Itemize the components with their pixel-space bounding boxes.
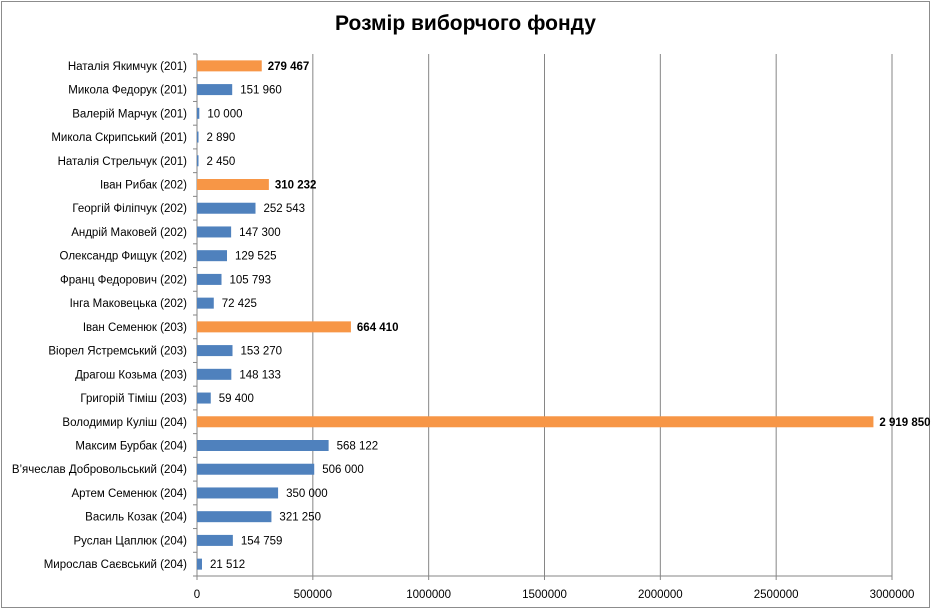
y-tick-label: Микола Скрипський (201) xyxy=(51,132,187,144)
x-tick-label: 0 xyxy=(194,589,200,601)
bar xyxy=(197,345,233,357)
y-tick-label: Володимир Куліш (204) xyxy=(62,417,187,429)
data-label: 2 890 xyxy=(207,132,236,144)
data-label: 153 270 xyxy=(241,346,283,358)
x-tick-label: 1000000 xyxy=(406,589,451,601)
data-label: 2 450 xyxy=(207,156,236,168)
y-tick-label: Валерій Марчук (201) xyxy=(72,108,187,120)
y-tick-label: Віорел Ястремський (203) xyxy=(48,346,187,358)
data-label: 321 250 xyxy=(279,512,321,524)
data-label: 105 793 xyxy=(230,274,272,286)
bar xyxy=(197,273,222,285)
y-tick-label: Василь Козак (204) xyxy=(85,512,187,524)
y-tick-label: Григорій Тіміш (203) xyxy=(80,393,187,405)
bar xyxy=(197,60,262,72)
bar xyxy=(197,297,214,309)
bar xyxy=(197,107,200,119)
y-tick-label: Франц Федорович (202) xyxy=(60,274,187,286)
data-label: 151 960 xyxy=(240,85,282,97)
y-tick-label: Андрій Маковей (202) xyxy=(71,227,187,239)
x-tick-label: 500000 xyxy=(294,589,332,601)
bar xyxy=(197,131,199,143)
bar xyxy=(197,440,329,451)
bar xyxy=(197,155,199,167)
y-tick-label: Микола Федорук (201) xyxy=(68,85,187,97)
data-label: 129 525 xyxy=(235,251,277,263)
data-label: 252 543 xyxy=(264,203,306,215)
x-tick-label: 1500000 xyxy=(522,589,567,601)
bar xyxy=(197,487,279,499)
bar xyxy=(197,202,256,214)
data-label: 72 425 xyxy=(222,298,257,310)
bar xyxy=(197,416,874,428)
bar xyxy=(197,534,233,546)
data-label: 59 400 xyxy=(219,393,254,405)
x-tick-label: 2000000 xyxy=(638,589,683,601)
y-tick-label: Наталія Якимчук (201) xyxy=(68,61,187,73)
data-label: 10 000 xyxy=(207,108,242,120)
data-label: 21 512 xyxy=(210,559,245,571)
y-tick-label: Наталія Стрельчук (201) xyxy=(58,156,188,168)
y-tick-label: Максим Бурбак (204) xyxy=(75,441,187,453)
bar xyxy=(197,321,351,333)
data-label: 506 000 xyxy=(322,464,364,476)
y-tick-label: В’ячеслав Добровольський (204) xyxy=(12,464,187,476)
bar xyxy=(197,511,272,523)
data-label: 147 300 xyxy=(239,227,281,239)
data-label: 154 759 xyxy=(241,535,283,547)
bar xyxy=(197,226,232,238)
bar xyxy=(197,463,315,475)
y-tick-label: Руслан Цаплюк (204) xyxy=(74,535,188,547)
y-tick-label: Мирослав Саєвський (204) xyxy=(44,559,187,571)
y-tick-label: Інга Маковецька (202) xyxy=(70,298,188,310)
data-label: 2 919 850 xyxy=(879,417,930,429)
x-tick-label: 3000000 xyxy=(870,589,915,601)
data-label: 568 122 xyxy=(337,441,379,453)
chart-title: Розмір виборчого фонду xyxy=(335,12,596,35)
y-tick-label: Георгій Філіпчук (202) xyxy=(72,203,187,215)
data-label: 664 410 xyxy=(357,322,399,334)
y-tick-label: Артем Семенюк (204) xyxy=(72,488,188,500)
bar xyxy=(197,250,228,262)
bar xyxy=(197,179,269,190)
y-tick-label: Драгош Козьма (203) xyxy=(75,369,187,381)
bar xyxy=(197,558,202,570)
data-label: 310 232 xyxy=(275,180,317,192)
bar xyxy=(197,368,232,380)
data-label: 148 133 xyxy=(239,369,281,381)
data-label: 279 467 xyxy=(268,61,310,73)
y-tick-label: Олександр Фищук (202) xyxy=(60,251,188,263)
y-tick-label: Іван Рибак (202) xyxy=(100,180,187,192)
bar xyxy=(197,392,211,404)
data-label: 350 000 xyxy=(286,488,328,500)
bar xyxy=(197,84,233,96)
y-tick-label: Іван Семенюк (203) xyxy=(83,322,187,334)
x-tick-label: 2500000 xyxy=(754,589,799,601)
